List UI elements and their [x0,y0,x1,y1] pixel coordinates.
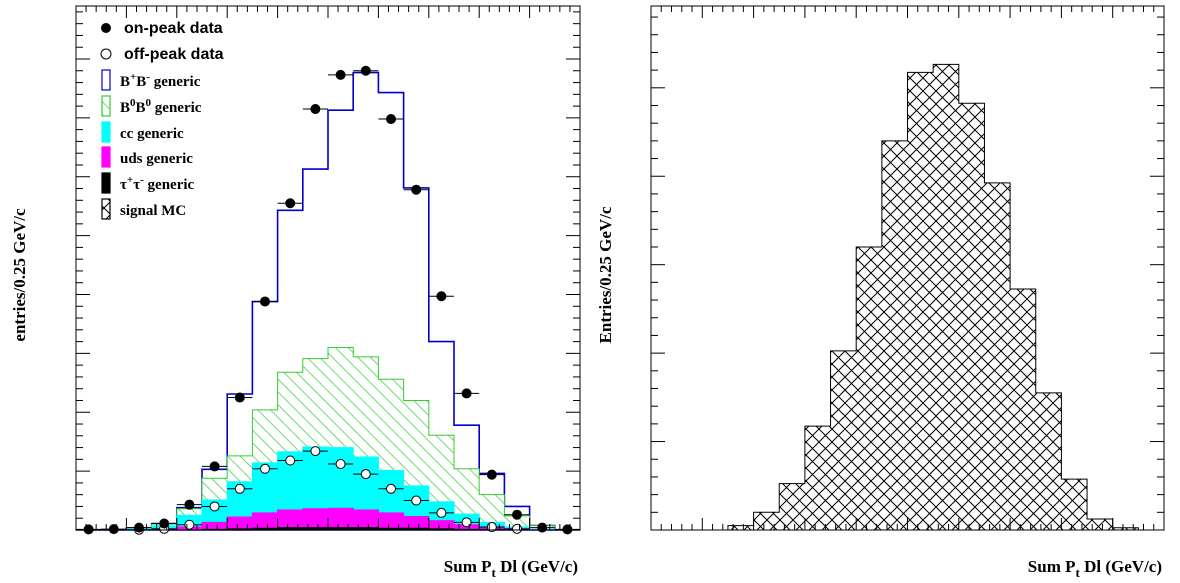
off-peak-point [512,523,522,534]
legend-label-part: B [120,74,130,90]
on-peak-point [209,461,220,472]
legend-marker-box [101,146,111,168]
legend-label-part: B [136,74,146,90]
on-peak-point [260,296,270,307]
legend-label-part: τ [120,177,127,193]
legend-marker-box [101,172,111,194]
off-peak-point [260,463,270,474]
legend-label-part: - [140,174,144,186]
right-plot-area [651,63,1164,531]
on-peak-point [184,499,195,510]
legend-label: on-peak data [124,20,223,37]
on-peak-point [386,114,396,125]
off-peak-point [360,469,371,480]
legend-marker-box [101,69,111,91]
on-peak-point [234,392,245,403]
legend-label-part: + [127,174,133,186]
legend-label-part: 0 [130,97,136,109]
right-x-axis-title: Sum Pt Dl (GeV/c) [1028,557,1162,580]
on-peak-point [310,104,321,115]
right-y-axis-title: Entries/0.25 GeV/c [596,206,615,343]
right-axes [650,5,1165,531]
on-peak-point [360,65,371,76]
legend-label-part: generic [150,74,201,90]
legend-label-part: 0 [146,97,152,109]
on-peak-point [335,69,346,80]
legend-marker-open-circle [100,48,112,60]
legend-label: τ+τ- generic [120,174,195,193]
off-peak-point [461,517,472,528]
off-peak-point [184,519,195,530]
legend-marker-filled-circle [101,23,111,33]
legend-label: B+B- generic [120,71,201,90]
off-peak-point [310,446,321,457]
off-peak-point [285,455,296,466]
on-peak-point [461,388,472,399]
on-peak-point [512,509,522,520]
legend-label-part: B [136,100,146,116]
on-peak-point [486,469,497,480]
left-y-axis-title: entries/0.25 GeV/c [10,208,29,342]
on-peak-point [562,524,573,535]
on-peak-point [159,518,170,529]
legend-label-part: generic [144,177,195,193]
off-peak-point [436,507,447,518]
left-plot-area [76,65,580,535]
legend-label-part: generic [151,100,202,116]
legend-label: B0B0 generic [120,97,202,116]
on-peak-point [411,184,422,195]
on-peak-point [134,522,144,533]
off-peak-point [335,459,346,470]
legend-marker-box [101,95,111,117]
on-peak-point [285,198,296,209]
off-peak-point [386,483,396,494]
legend-label-part: τ [133,177,140,193]
right-panel: Entries/0.25 GeV/c Sum Pt Dl (GeV/c) [596,5,1165,580]
on-peak-point [108,524,119,535]
left-x-axis-title: Sum Pt Dl (GeV/c) [444,557,578,580]
on-peak-point [83,524,94,535]
legend-label-part: B [120,100,130,116]
on-peak-point [436,291,447,302]
off-peak-point [411,495,422,506]
legend-label: uds generic [120,151,193,167]
legend-label-part: + [130,71,136,83]
on-peak-point [537,522,548,533]
legend-label: signal MC [120,203,186,219]
legend-label-part: - [146,71,150,83]
legend-label: off-peak data [124,46,224,63]
legend-marker-box [101,121,111,143]
left-axes [75,5,581,531]
signal-mc-histogram [651,63,1164,531]
off-peak-point [209,501,220,512]
legend-label: cc generic [120,126,184,142]
legend-marker-box [101,198,111,220]
off-peak-point [234,483,245,494]
